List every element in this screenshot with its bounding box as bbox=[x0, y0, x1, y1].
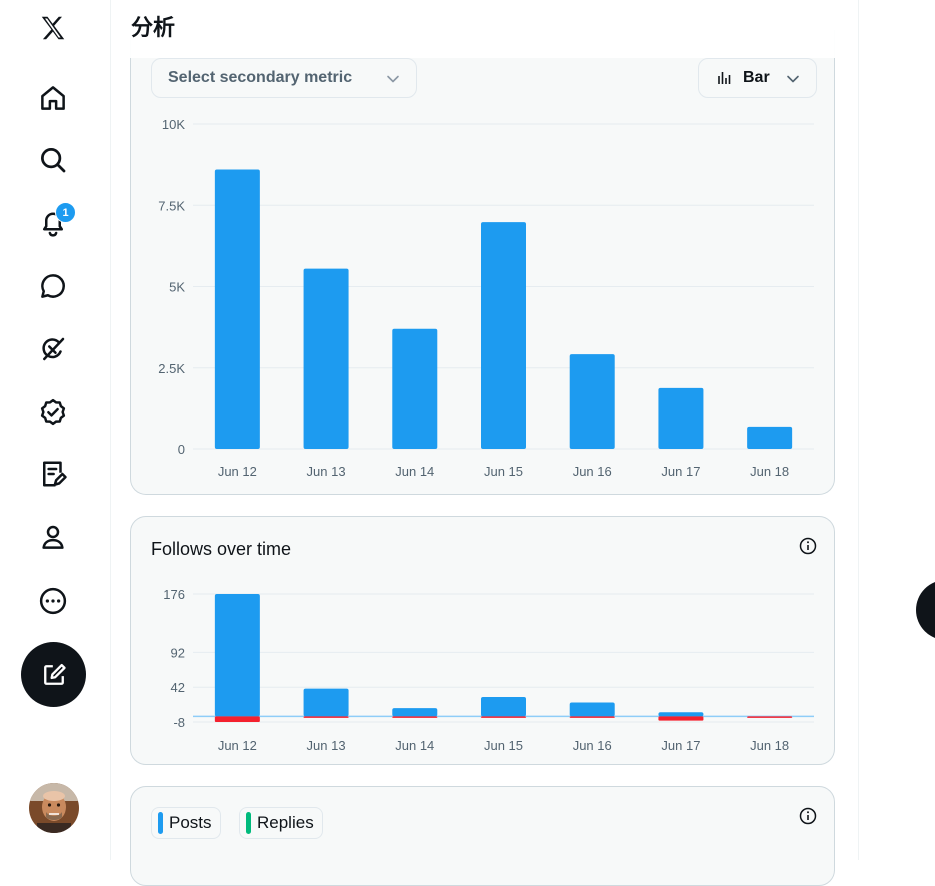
compose-post-button[interactable] bbox=[21, 642, 86, 707]
legend-replies-label: Replies bbox=[257, 813, 314, 832]
profile-icon[interactable] bbox=[22, 511, 84, 563]
x-tick-label: Jun 18 bbox=[750, 464, 789, 479]
bar-negative bbox=[569, 716, 615, 718]
y-tick-label: 7.5K bbox=[158, 198, 185, 213]
bar-negative bbox=[747, 716, 793, 718]
bar bbox=[481, 222, 526, 449]
messages-icon[interactable] bbox=[22, 260, 84, 312]
x-tick-label: Jun 14 bbox=[395, 738, 434, 753]
x-tick-label: Jun 18 bbox=[750, 738, 789, 753]
impressions-bar-chart: 0 2.5K 5K 7.5K 10K Jun 12 Jun 13 Jun 14 Jun 15 Ju… bbox=[158, 117, 814, 479]
more-icon[interactable] bbox=[22, 575, 84, 627]
x-tick-label: Jun 13 bbox=[307, 464, 346, 479]
bar bbox=[303, 268, 349, 449]
x-tick-label: Jun 17 bbox=[661, 738, 700, 753]
y-tick-label: 176 bbox=[163, 587, 185, 602]
x-tick-label: Jun 16 bbox=[573, 464, 612, 479]
bar-negative bbox=[214, 716, 260, 722]
bar bbox=[392, 328, 438, 449]
bar-negative bbox=[658, 716, 704, 721]
follows-card: Follows over time -8 42 92 176 Jun 12 Jun 13 J… bbox=[130, 516, 835, 765]
x-tick-label: Jun 17 bbox=[661, 464, 700, 479]
legend-replies[interactable]: Replies bbox=[239, 807, 323, 839]
follows-bar-chart: -8 42 92 176 Jun 12 Jun 13 Jun 14 Jun 15 Jun 16 J… bbox=[163, 587, 814, 753]
floating-action-button[interactable] bbox=[916, 580, 935, 640]
bar-positive bbox=[392, 708, 438, 717]
left-nav: 1 bbox=[0, 0, 111, 860]
articles-icon[interactable] bbox=[22, 448, 84, 500]
chevron-down-icon bbox=[787, 75, 799, 83]
y-tick-label: 10K bbox=[162, 117, 185, 132]
grok-icon[interactable] bbox=[22, 323, 84, 375]
y-tick-label: 92 bbox=[171, 645, 185, 660]
x-tick-label: Jun 14 bbox=[395, 464, 434, 479]
chart-type-label: Bar bbox=[743, 69, 770, 86]
chevron-down-icon bbox=[387, 75, 399, 83]
y-tick-label: 5K bbox=[169, 280, 185, 295]
secondary-metric-dropdown[interactable]: Select secondary metric bbox=[151, 58, 417, 98]
verified-icon[interactable] bbox=[22, 386, 84, 438]
y-tick-label: 2.5K bbox=[158, 361, 185, 376]
legend-posts[interactable]: Posts bbox=[151, 807, 221, 839]
info-icon[interactable] bbox=[799, 807, 817, 825]
bar-positive bbox=[658, 712, 704, 717]
bar-chart-icon bbox=[718, 72, 731, 84]
bar-positive bbox=[303, 688, 349, 717]
bar bbox=[747, 426, 793, 449]
posts-replies-card: Posts Replies bbox=[130, 786, 835, 886]
compose-icon bbox=[43, 663, 66, 685]
legend-posts-label: Posts bbox=[169, 813, 212, 832]
bar bbox=[214, 169, 260, 449]
bar-negative bbox=[392, 716, 438, 718]
bar bbox=[569, 354, 615, 449]
chart-type-dropdown[interactable]: Bar bbox=[698, 58, 817, 98]
follows-card-title: Follows over time bbox=[151, 539, 292, 559]
info-icon[interactable] bbox=[799, 537, 817, 555]
home-icon[interactable] bbox=[22, 72, 84, 124]
y-tick-label: 42 bbox=[171, 680, 185, 695]
page-title: 分析 bbox=[131, 15, 176, 40]
x-tick-label: Jun 15 bbox=[484, 738, 523, 753]
bar-positive bbox=[214, 594, 260, 717]
bar-positive bbox=[481, 696, 526, 717]
x-logo-icon[interactable] bbox=[22, 2, 84, 54]
x-tick-label: Jun 13 bbox=[307, 738, 346, 753]
bar-negative bbox=[303, 716, 349, 718]
bar-negative bbox=[481, 716, 526, 718]
x-tick-label: Jun 12 bbox=[218, 738, 257, 753]
x-tick-label: Jun 16 bbox=[573, 738, 612, 753]
main-column: 分析 Select secondary metric Bar 0 2.5K 5K 7.… bbox=[111, 0, 859, 886]
posts-swatch bbox=[158, 812, 163, 834]
impressions-chart-card: Select secondary metric Bar 0 2.5K 5K 7.5K 1… bbox=[130, 30, 835, 495]
account-avatar[interactable] bbox=[29, 783, 79, 833]
secondary-metric-label: Select secondary metric bbox=[168, 69, 353, 86]
search-icon[interactable] bbox=[22, 134, 84, 186]
notifications-icon[interactable] bbox=[22, 197, 84, 249]
x-tick-label: Jun 15 bbox=[484, 464, 523, 479]
replies-swatch bbox=[246, 812, 251, 834]
page-header: 分析 bbox=[111, 0, 858, 58]
notification-count-badge: 1 bbox=[55, 202, 76, 223]
y-tick-label: -8 bbox=[173, 715, 185, 730]
bar-positive bbox=[569, 702, 615, 717]
y-tick-label: 0 bbox=[178, 442, 185, 457]
bar bbox=[658, 387, 704, 449]
x-tick-label: Jun 12 bbox=[218, 464, 257, 479]
